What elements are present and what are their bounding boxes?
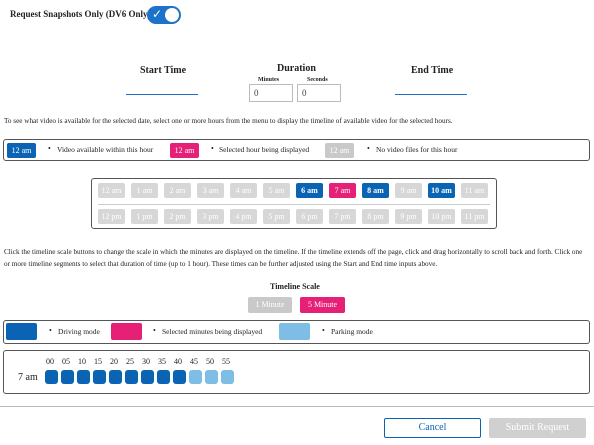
hour-12-pm[interactable]: 12 pm [98, 209, 125, 224]
legend-selected-chip: 12 am [170, 143, 199, 158]
instructions-text: To see what video is available for the s… [4, 117, 453, 125]
scale-5-minute-button[interactable]: 5 Minute [300, 297, 345, 313]
footer-divider [0, 406, 594, 407]
timeline-segment[interactable] [45, 370, 58, 384]
hour-10-am[interactable]: 10 am [428, 183, 455, 198]
hour-10-pm[interactable]: 10 pm [428, 209, 455, 224]
hour-selector: 12 am 1 am 2 am 3 am 4 am 5 am 6 am 7 am 8 am 9 a… [91, 178, 497, 229]
timeline-segment[interactable] [109, 370, 122, 384]
submit-request-button[interactable]: Submit Request [489, 418, 586, 438]
timeline-minute-label: 55 [222, 357, 230, 366]
timeline-minute-label: 15 [94, 357, 102, 366]
timeline-segment[interactable] [61, 370, 74, 384]
start-time-input[interactable] [126, 80, 198, 95]
timeline-segment[interactable] [189, 370, 202, 384]
timeline-segment[interactable] [205, 370, 218, 384]
hour-7-pm[interactable]: 7 pm [329, 209, 356, 224]
start-time-label: Start Time [140, 65, 187, 76]
minutes-field[interactable]: 0 [249, 84, 293, 102]
parking-text: Parking mode [331, 327, 373, 336]
legend-available-chip: 12 am [7, 143, 36, 158]
timeline-minute-label: 25 [126, 357, 134, 366]
seconds-label: Seconds [307, 77, 328, 83]
timeline-instructions: Click the timeline scale buttons to chan… [4, 248, 583, 268]
driving-text: Driving mode [58, 327, 100, 336]
hour-1-am[interactable]: 1 am [131, 183, 158, 198]
selected-swatch [111, 323, 142, 340]
hour-5-pm[interactable]: 5 pm [263, 209, 290, 224]
hour-2-am[interactable]: 2 am [164, 183, 191, 198]
timeline-minute-label: 30 [142, 357, 150, 366]
hour-9-am[interactable]: 9 am [395, 183, 422, 198]
legend-bullet: • [367, 144, 370, 153]
end-time-label: End Time [411, 65, 454, 76]
hour-5-am[interactable]: 5 am [263, 183, 290, 198]
legend-novideo-text: No video files for this hour [376, 145, 458, 154]
selected-text: Selected minutes being displayed [162, 327, 263, 336]
hour-6-pm[interactable]: 6 pm [296, 209, 323, 224]
hour-8-pm[interactable]: 8 pm [362, 209, 389, 224]
timeline-panel: 7 am 00 05 10 15 20 25 30 35 40 45 50 55 [3, 350, 590, 394]
hour-2-pm[interactable]: 2 pm [164, 209, 191, 224]
hour-3-am[interactable]: 3 am [197, 183, 224, 198]
timeline-minute-label: 05 [62, 357, 70, 366]
availability-legend: 12 am • Video available within this hour… [3, 139, 590, 161]
hour-11-am[interactable]: 11 am [461, 183, 488, 198]
parking-swatch [279, 323, 310, 340]
legend-bullet: • [153, 326, 156, 335]
timeline-segment[interactable] [125, 370, 138, 384]
cancel-button[interactable]: Cancel [384, 418, 481, 438]
seconds-field[interactable]: 0 [297, 84, 341, 102]
scale-1-minute-button[interactable]: 1 Minute [248, 297, 292, 313]
legend-novideo-chip: 12 am [325, 143, 354, 158]
hour-1-pm[interactable]: 1 pm [131, 209, 158, 224]
toggle-knob [165, 8, 179, 22]
timeline-minute-label: 35 [158, 357, 166, 366]
legend-bullet: • [49, 326, 52, 335]
timeline-segment[interactable] [93, 370, 106, 384]
snapshots-label: Request Snapshots Only (DV6 Only) [10, 9, 151, 19]
legend-selected-text: Selected hour being displayed [219, 145, 310, 154]
timeline-segment[interactable] [141, 370, 154, 384]
legend-bullet: • [211, 144, 214, 153]
hour-3-pm[interactable]: 3 pm [197, 209, 224, 224]
timeline-segment[interactable] [157, 370, 170, 384]
hour-4-pm[interactable]: 4 pm [230, 209, 257, 224]
timeline-scale-label: Timeline Scale [270, 282, 320, 291]
end-time-input[interactable] [395, 80, 467, 95]
minutes-label: Minutes [258, 77, 279, 83]
timeline-segment[interactable] [221, 370, 234, 384]
timeline-hour-label: 7 am [18, 372, 38, 383]
snapshots-toggle[interactable]: ✓ [147, 6, 181, 24]
timeline-minute-label: 45 [190, 357, 198, 366]
timeline-minute-label: 10 [78, 357, 86, 366]
timeline-minute-label: 50 [206, 357, 214, 366]
mode-legend: • Driving mode • Selected minutes being … [3, 320, 590, 344]
hour-divider [98, 204, 490, 205]
duration-label: Duration [277, 63, 316, 74]
driving-swatch [6, 323, 37, 340]
timeline-minute-label: 20 [110, 357, 118, 366]
legend-bullet: • [322, 326, 325, 335]
timeline-minute-label: 40 [174, 357, 182, 366]
legend-available-text: Video available within this hour [57, 145, 154, 154]
legend-bullet: • [48, 144, 51, 153]
hour-7-am[interactable]: 7 am [329, 183, 356, 198]
hour-11-pm[interactable]: 11 pm [461, 209, 488, 224]
hour-9-pm[interactable]: 9 pm [395, 209, 422, 224]
timeline-minute-label: 00 [46, 357, 54, 366]
hour-6-am[interactable]: 6 am [296, 183, 323, 198]
hour-12-am[interactable]: 12 am [98, 183, 125, 198]
check-icon: ✓ [152, 7, 163, 21]
hour-4-am[interactable]: 4 am [230, 183, 257, 198]
timeline-segment[interactable] [173, 370, 186, 384]
hour-8-am[interactable]: 8 am [362, 183, 389, 198]
timeline-segment[interactable] [77, 370, 90, 384]
